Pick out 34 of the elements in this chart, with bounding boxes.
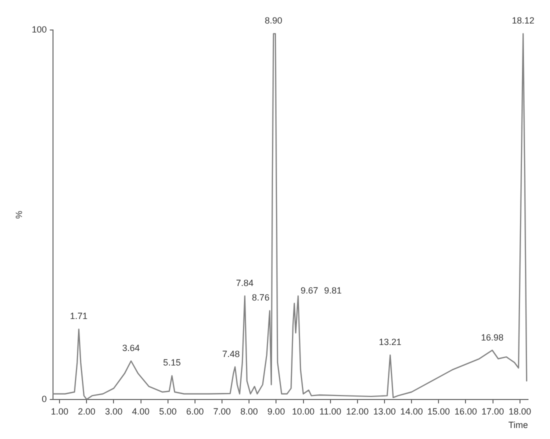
annotation: 7.48 xyxy=(222,348,240,359)
x-tick-label: 2.00 xyxy=(78,406,96,416)
x-tick-label: 7.00 xyxy=(213,406,231,416)
x-tick-label: 12.00 xyxy=(346,406,369,416)
annotation: 9.67 xyxy=(300,285,318,296)
x-tick-label: 1.00 xyxy=(50,406,68,416)
x-tick-label: 11.00 xyxy=(319,406,342,416)
x-tick-label: 14.00 xyxy=(400,406,423,416)
annotation: 7.84 xyxy=(236,278,254,288)
x-tick-label: 13.00 xyxy=(373,406,396,416)
x-tick-label: 3.00 xyxy=(104,406,123,416)
annotation: 18.12 xyxy=(512,16,534,26)
x-tick-label: 5.00 xyxy=(159,406,177,416)
x-tick-label: 6.00 xyxy=(186,406,204,416)
x-axis-title: Time xyxy=(508,420,528,430)
annotation: 1.71 xyxy=(70,311,88,322)
x-tick-label: 8.00 xyxy=(240,406,258,416)
y-axis-title: % xyxy=(14,210,24,219)
x-tick-label: 4.00 xyxy=(132,406,150,416)
x-tick-label: 18.00 xyxy=(508,406,532,416)
x-tick-label: 15.00 xyxy=(427,406,450,416)
annotation: 8.90 xyxy=(264,16,282,26)
annotation: 16.98 xyxy=(480,332,504,342)
y-tick-label: 0 xyxy=(42,394,47,404)
x-tick-label: 10.00 xyxy=(292,406,315,416)
x-tick-label: 9.00 xyxy=(267,406,285,416)
annotation: 13.21 xyxy=(378,337,402,348)
annotation: 8.76 xyxy=(252,292,270,303)
annotation: 3.64 xyxy=(122,342,140,353)
y-tick-label: 100 xyxy=(32,24,47,34)
x-tick-label: 16.00 xyxy=(454,406,477,416)
annotation: 9.81 xyxy=(324,285,342,296)
annotation: 5.15 xyxy=(163,358,181,368)
x-tick-label: 17.00 xyxy=(482,406,504,416)
